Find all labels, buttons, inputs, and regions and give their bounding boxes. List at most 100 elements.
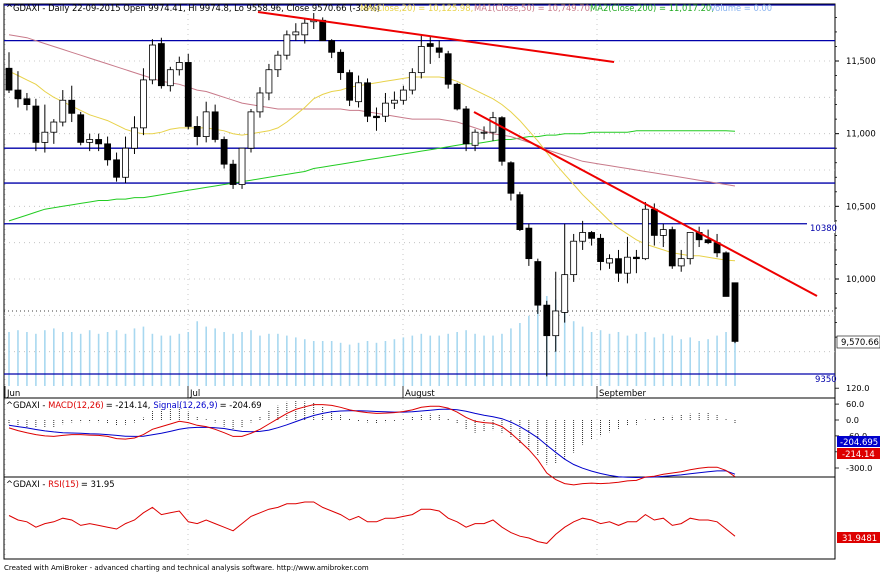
candle-body [561,274,569,313]
trend-lines [257,11,818,297]
candle-body [391,99,398,104]
macd-axis-label: 120.0 [846,383,869,393]
candle-body [202,111,210,137]
month-label: Jun [6,389,20,399]
candle-body [543,304,551,337]
candle-body [328,40,336,53]
candlesticks [5,13,739,377]
candle-body [668,229,676,267]
price-axis-label: 11,500 [846,57,876,67]
candle-body [256,92,264,113]
horizontal-levels [4,4,835,375]
candle-body [364,82,371,117]
trendline-upper[interactable] [257,11,615,63]
candle-body [579,232,587,242]
candle-body [355,82,362,103]
candle-body [382,102,389,117]
macd-axis-label: 60.0 [846,399,864,409]
candle-body [435,47,443,53]
rsi-panel-frame [3,476,836,560]
candle-body [507,162,515,194]
candle-body [606,258,613,264]
candle-body [86,139,94,143]
candle-body [399,89,407,101]
candle-body [149,44,156,81]
month-axis: Jun Jul August September [4,386,646,399]
candle-body [480,131,488,134]
candle-body [615,258,622,274]
candle-body [624,256,631,274]
candle-body [265,69,273,94]
candle-body [498,117,506,162]
candle-body [140,79,147,129]
price-header-ma50: MA1(Close,50) = 10,749.70, [474,3,593,13]
candle-body [453,83,461,110]
month-label: September [599,389,646,399]
candle-body [426,43,434,47]
price-axis: 11,500 11,000 10,500 10,000 [835,16,876,338]
candle-body [104,143,111,161]
candle-body [220,139,228,165]
rsi-value-label: 31.9481 [842,534,877,544]
candle-body [211,111,219,140]
macd-value-label: -214.14 [842,450,875,460]
candle-body [570,240,578,276]
signal-value-label: -204.695 [840,438,878,448]
price-header-main: ^GDAXI - Daily 22-09-2015 Open 9974.41, … [6,3,380,13]
rsi-indicator [8,501,736,544]
candle-body [68,99,76,114]
candle-body [704,239,712,244]
trendline-lower[interactable] [473,111,818,297]
candle-body [59,99,67,123]
candle-body [283,34,291,56]
rsi-value-box [837,532,880,543]
candle-body [686,232,694,260]
candle-body [193,126,201,137]
price-axis-label: 11,000 [846,130,876,140]
macd-value-box [837,448,880,459]
candle-body [677,258,685,267]
macd-axis-label: -300.0 [846,463,872,473]
candle-body [319,19,327,42]
ma50-line [8,34,736,187]
candle-body [292,31,300,36]
candle-body [659,229,667,236]
close-price-label: 9,570.66 [841,338,879,348]
footer-credit: Created with AmiBroker - advanced charti… [4,564,369,572]
candle-body [534,261,542,306]
candle-body [516,194,524,230]
candle-body [77,114,85,143]
candle-body [41,131,49,143]
candle-body [346,72,353,101]
candle-body [444,53,452,85]
candle-body [462,108,470,145]
candle-body [489,117,497,133]
ma20-line [8,70,736,262]
candle-body [95,139,103,145]
moving-averages [8,34,736,262]
candle-body [50,121,58,133]
candle-body [32,105,40,143]
candle-body [552,310,560,337]
candle-body [131,127,138,149]
level-10380-box [807,222,835,233]
candle-body [641,208,649,260]
candle-body [274,54,282,71]
candle-body [588,232,595,239]
candle-body [337,51,345,74]
price-header-volume: Volume = 0.00 [710,3,772,13]
candle-body [14,89,22,100]
candle-body [650,208,658,236]
candle-body [5,67,13,91]
candle-body [184,62,192,127]
price-axis-label: 10,500 [846,202,876,212]
signal-value-box [837,436,880,447]
grid-lines [4,4,835,559]
candle-body [722,252,730,297]
candle-body [525,227,533,260]
candle-body [597,237,604,262]
candle-body [417,46,425,74]
macd-header: ^GDAXI - MACD(12,26) = -214.14, Signal(12,… [6,400,262,410]
month-label: Jul [189,389,200,399]
